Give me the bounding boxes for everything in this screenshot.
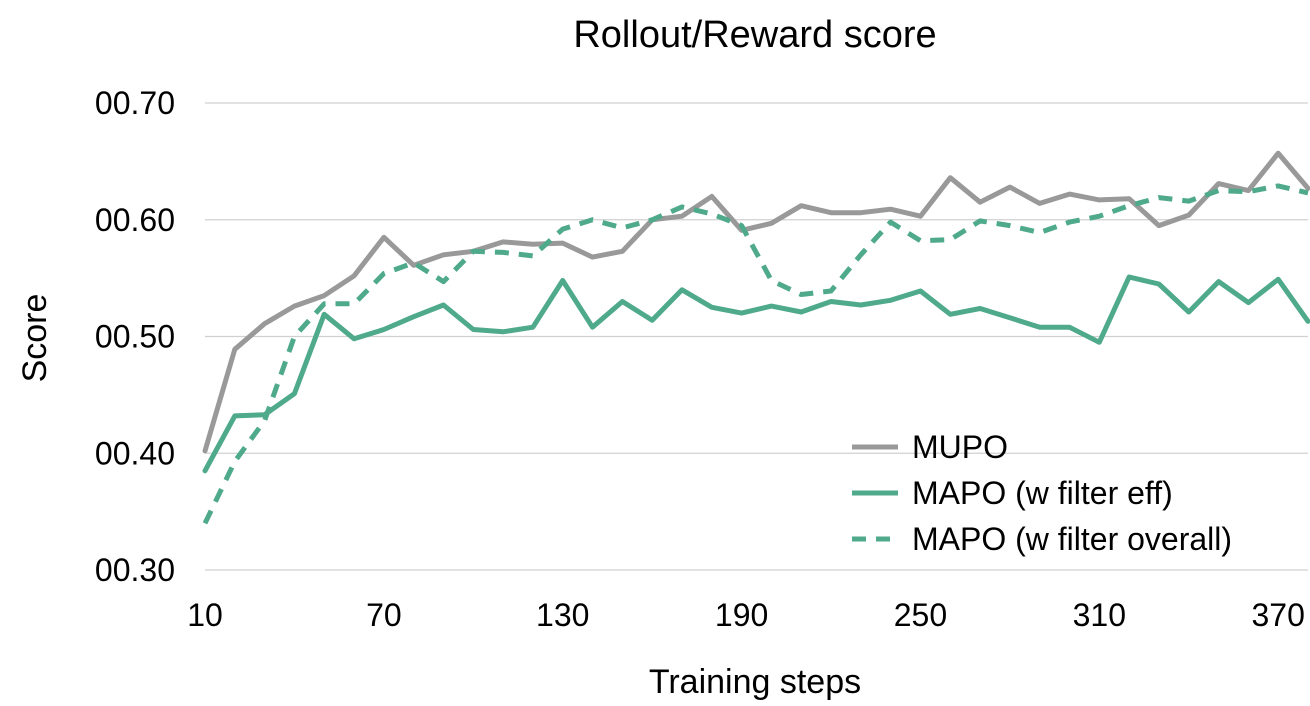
series-line-1 [202, 274, 1310, 474]
legend-label: MAPO (w filter eff) [912, 475, 1173, 511]
y-tick-label: 00.50 [95, 319, 175, 355]
x-tick-label: 190 [715, 597, 768, 633]
x-axis-label: Training steps [649, 663, 861, 701]
x-tick-label: 70 [366, 597, 402, 633]
legend-label: MUPO [912, 429, 1008, 465]
legend-label: MAPO (w filter overall) [912, 521, 1232, 557]
y-tick-label: 00.70 [95, 85, 175, 121]
legend: MUPO MAPO (w filter eff) MAPO (w filter ov… [852, 429, 1232, 557]
x-tick-label: 130 [536, 597, 589, 633]
y-tick-label: 00.30 [95, 552, 175, 588]
series-line-2 [202, 183, 1309, 525]
x-tick-label: 370 [1251, 597, 1304, 633]
y-axis-ticks: 00.30 00.40 00.50 00.60 00.70 [95, 85, 175, 588]
x-tick-label: 310 [1073, 597, 1126, 633]
x-tick-label: 250 [894, 597, 947, 633]
y-axis-label: Score [16, 294, 54, 383]
series-line-0 [202, 150, 1310, 454]
x-tick-label: 10 [187, 597, 223, 633]
y-tick-label: 00.40 [95, 435, 175, 471]
series-lines [202, 150, 1310, 525]
y-tick-label: 00.60 [95, 202, 175, 238]
x-axis-ticks: 10 70 130 190 250 310 370 [187, 597, 1305, 633]
chart-title: Rollout/Reward score [573, 14, 936, 56]
gridlines [205, 102, 1308, 571]
